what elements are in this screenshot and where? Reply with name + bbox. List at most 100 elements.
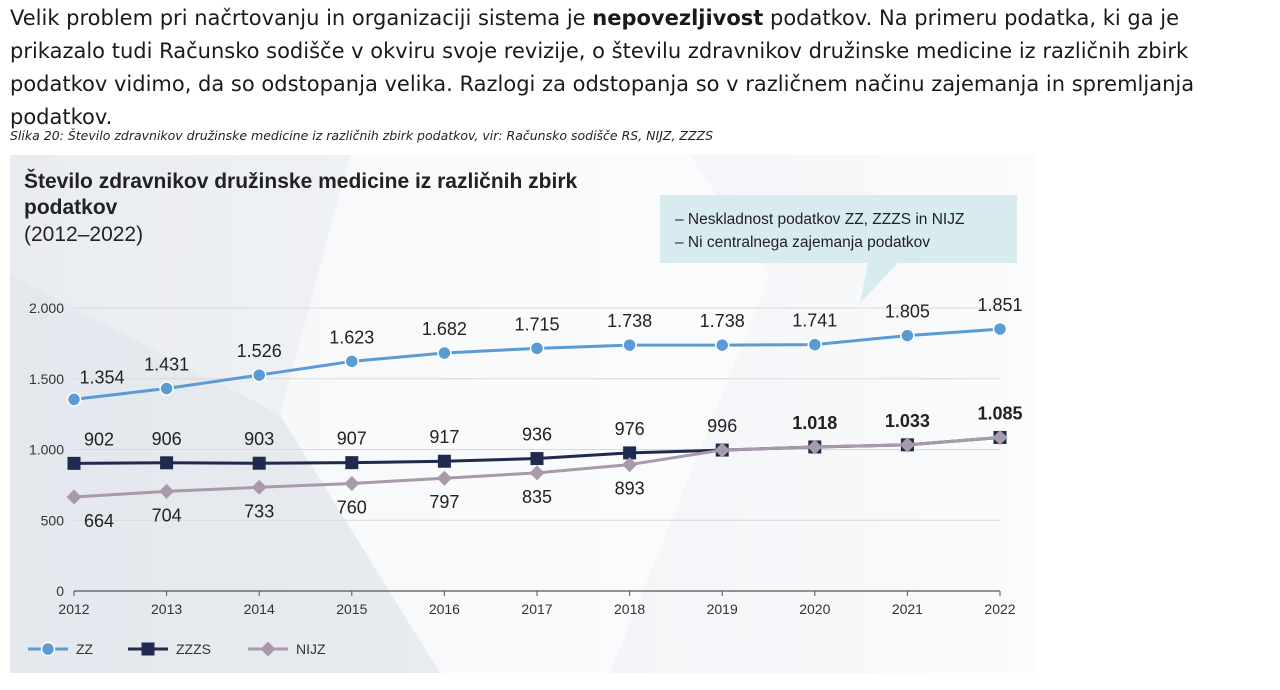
data-label-zzzs: 1.085 bbox=[977, 403, 1022, 423]
y-tick-label: 500 bbox=[41, 512, 65, 528]
data-label-zzzs: 906 bbox=[152, 429, 182, 449]
point-nijz bbox=[436, 470, 452, 486]
x-tick-label: 2017 bbox=[521, 601, 552, 617]
figure-caption: Slika 20: Število zdravnikov družinske m… bbox=[10, 128, 714, 143]
data-label-nijz: 835 bbox=[522, 487, 552, 507]
point-nijz bbox=[344, 475, 360, 491]
data-label-zzzs: 1.033 bbox=[885, 411, 930, 431]
legend-marker bbox=[40, 641, 56, 657]
point-zz bbox=[714, 337, 730, 353]
point-zzzs bbox=[437, 454, 451, 468]
x-tick-label: 2013 bbox=[151, 601, 182, 617]
point-nijz bbox=[714, 442, 730, 458]
data-label-zzzs: 1.018 bbox=[792, 413, 837, 433]
data-label-zz: 1.851 bbox=[977, 295, 1022, 315]
intro-text-1: Velik problem pri načrtovanju in organiz… bbox=[10, 6, 593, 30]
data-label-nijz: 893 bbox=[615, 479, 645, 499]
data-label-nijz: 704 bbox=[152, 505, 182, 525]
data-label-nijz: 797 bbox=[429, 492, 459, 512]
y-tick-label: 2.000 bbox=[29, 300, 64, 316]
legend-marker bbox=[141, 642, 155, 656]
callout-shape bbox=[660, 195, 1017, 303]
legend: ZZ ZZZS NIJZ bbox=[28, 641, 326, 657]
callout-line-1: – Neskladnost podatkov ZZ, ZZZS in NIJZ bbox=[675, 211, 964, 228]
callout-line-2: – Ni centralnega zajemanja podatkov bbox=[675, 234, 930, 251]
y-tick-label: 1.000 bbox=[29, 442, 64, 458]
point-zz bbox=[807, 337, 823, 352]
point-zzzs bbox=[67, 456, 81, 470]
point-zz bbox=[66, 392, 82, 407]
data-label-zzzs: 936 bbox=[522, 425, 552, 445]
callout-box: – Neskladnost podatkov ZZ, ZZZS in NIJZ … bbox=[660, 195, 1017, 303]
x-tick-label: 2020 bbox=[799, 601, 830, 617]
legend-item-zzzs: ZZZS bbox=[128, 641, 211, 657]
chart-title-line1: Število zdravnikov družinske medicine iz… bbox=[24, 169, 577, 193]
data-labels: 1.354 1.431 1.526 1.623 1.682 1.715 1.738 1.738… bbox=[79, 295, 1022, 531]
point-zzzs bbox=[530, 452, 544, 466]
background-shape-2 bbox=[10, 275, 440, 673]
x-tick-label: 2019 bbox=[707, 601, 738, 617]
line-chart: Število zdravnikov družinske medicine iz… bbox=[10, 155, 1036, 673]
legend-item-nijz: NIJZ bbox=[248, 641, 326, 657]
x-tick-label: 2014 bbox=[244, 601, 275, 617]
x-tick-label: 2012 bbox=[58, 601, 89, 617]
chart-subtitle: (2012–2022) bbox=[24, 223, 143, 246]
data-label-zz: 1.682 bbox=[422, 319, 467, 339]
background-shape bbox=[280, 155, 770, 673]
data-label-zzzs: 907 bbox=[337, 429, 367, 449]
y-tick-label: 0 bbox=[56, 583, 64, 599]
point-nijz bbox=[992, 429, 1008, 445]
data-label-zz: 1.741 bbox=[792, 311, 837, 331]
point-nijz bbox=[622, 457, 638, 473]
point-zz bbox=[992, 321, 1008, 337]
series-nijz bbox=[66, 429, 1008, 505]
chart-figure: Število zdravnikov družinske medicine iz… bbox=[10, 155, 1036, 673]
point-zz bbox=[529, 341, 545, 356]
series-zz bbox=[66, 321, 1008, 407]
data-label-zz: 1.526 bbox=[237, 341, 282, 361]
x-tick-label: 2022 bbox=[984, 601, 1015, 617]
point-zzzs bbox=[623, 446, 637, 460]
point-nijz bbox=[159, 483, 175, 499]
point-zz bbox=[437, 345, 452, 361]
x-tick-label: 2021 bbox=[892, 601, 923, 617]
data-label-zz: 1.623 bbox=[329, 327, 374, 347]
series-layer bbox=[66, 321, 1008, 505]
point-nijz bbox=[807, 439, 823, 455]
x-tick-label: 2015 bbox=[336, 601, 367, 617]
data-label-zzzs: 996 bbox=[707, 416, 737, 436]
intro-paragraph: Velik problem pri načrtovanju in organiz… bbox=[10, 2, 1276, 134]
point-zzzs bbox=[252, 456, 266, 470]
data-label-zzzs: 976 bbox=[615, 419, 645, 439]
point-nijz bbox=[251, 479, 267, 495]
data-label-zz: 1.738 bbox=[607, 311, 652, 331]
point-nijz bbox=[66, 489, 82, 505]
y-tick-label: 1.500 bbox=[29, 371, 64, 387]
data-label-zz: 1.715 bbox=[514, 314, 559, 334]
data-label-zz: 1.354 bbox=[79, 367, 124, 387]
data-label-zz: 1.431 bbox=[144, 355, 189, 375]
x-tick-label: 2018 bbox=[614, 601, 645, 617]
point-zzzs bbox=[160, 456, 174, 470]
point-zz bbox=[344, 354, 360, 369]
legend-item-zz: ZZ bbox=[28, 641, 94, 657]
chart-title-line2: podatkov bbox=[24, 196, 118, 219]
point-zz bbox=[251, 367, 267, 383]
data-label-nijz: 664 bbox=[84, 511, 114, 531]
point-zz bbox=[900, 328, 915, 343]
data-label-nijz: 760 bbox=[337, 497, 367, 517]
data-label-zzzs: 917 bbox=[429, 427, 459, 447]
x-tick-label: 2016 bbox=[429, 601, 460, 617]
data-label-nijz: 733 bbox=[244, 501, 274, 521]
legend-label: ZZZS bbox=[176, 641, 211, 657]
intro-bold: nepovezljivost bbox=[592, 6, 764, 30]
legend-label: ZZ bbox=[76, 641, 94, 657]
data-label-zzzs: 902 bbox=[84, 429, 114, 449]
point-nijz bbox=[899, 437, 915, 453]
point-nijz bbox=[529, 465, 545, 481]
data-label-zz: 1.738 bbox=[700, 311, 745, 331]
data-label-zz: 1.805 bbox=[885, 302, 930, 322]
axes: 0 500 1.000 1.500 2.000 2012 2013 2014 2015 2016 2… bbox=[29, 300, 1016, 617]
point-zz bbox=[159, 381, 174, 396]
legend-marker bbox=[260, 641, 276, 657]
